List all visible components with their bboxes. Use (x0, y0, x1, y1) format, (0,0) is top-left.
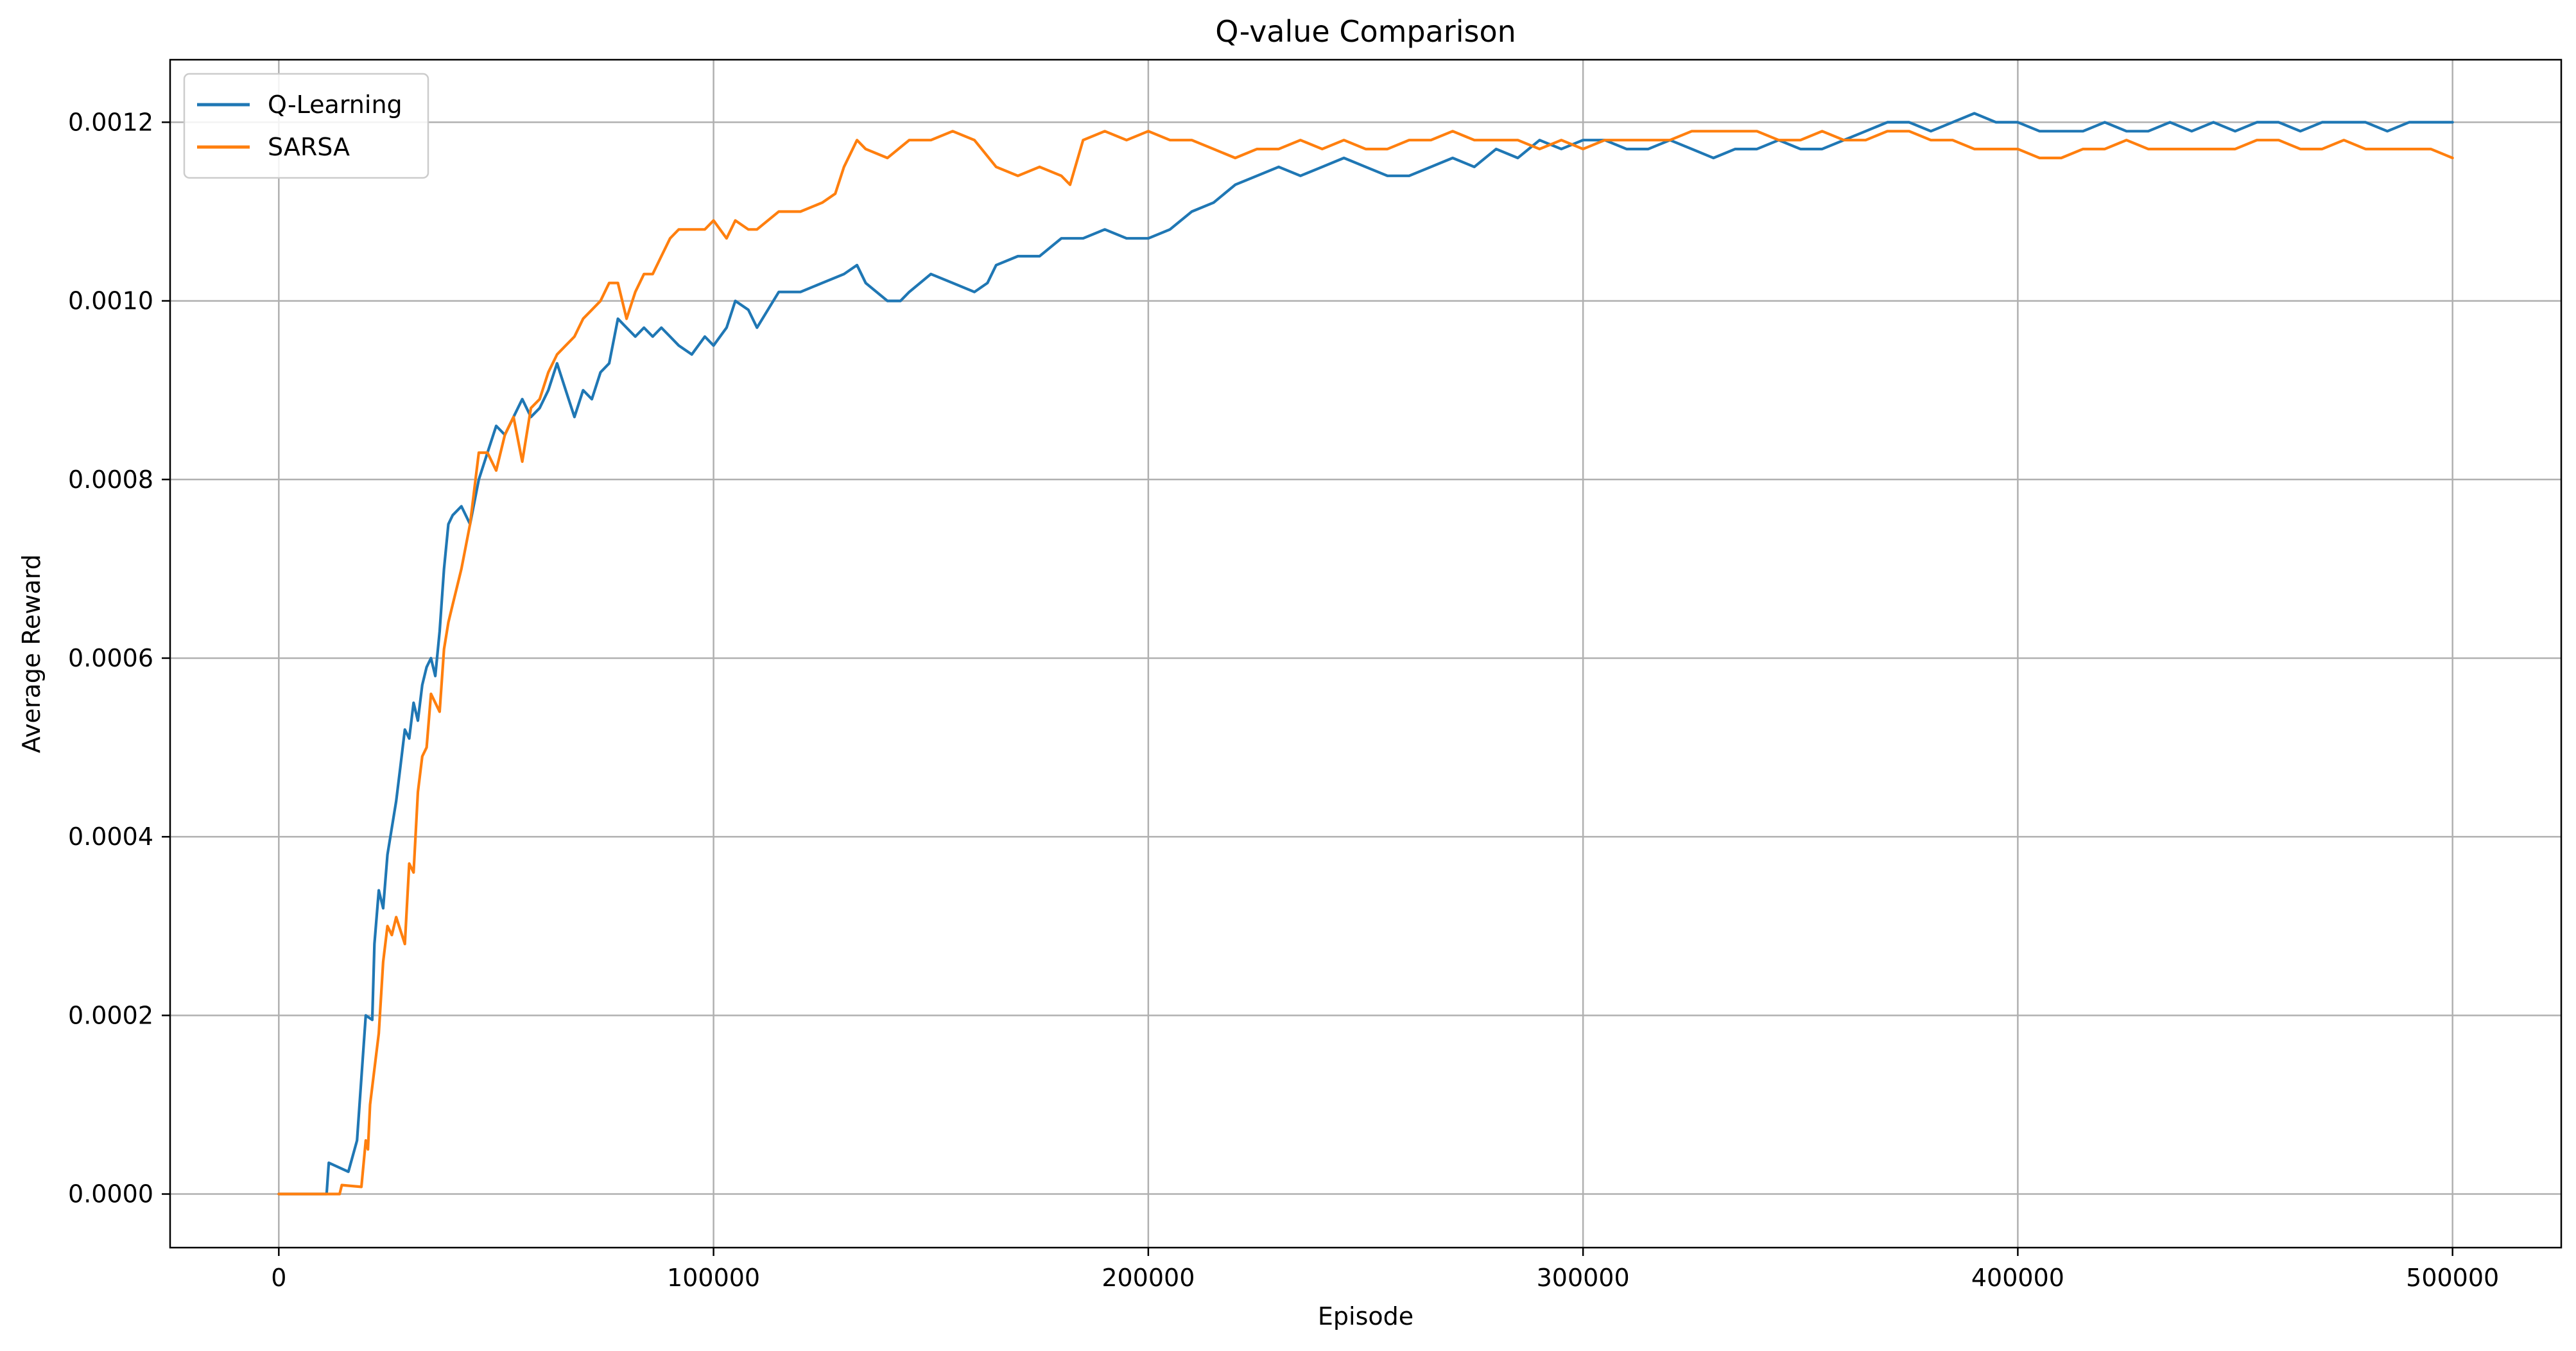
y-tick-label: 0.0000 (68, 1180, 153, 1208)
x-tick-label: 200000 (1102, 1264, 1195, 1292)
legend-box (183, 73, 429, 179)
y-tick-label: 0.0012 (68, 108, 153, 136)
y-tick-label: 0.0008 (68, 466, 153, 494)
y-tick-label: 0.0010 (68, 287, 153, 315)
y-axis-label: Average Reward (17, 554, 46, 753)
y-tick-label: 0.0006 (68, 644, 153, 672)
series-layer (277, 112, 2454, 1196)
legend-label: SARSA (268, 133, 350, 161)
legend: Q-Learning SARSA (183, 73, 429, 179)
x-tick-label: 100000 (667, 1264, 760, 1292)
x-axis-label: Episode (1318, 1302, 1413, 1330)
x-tick-label: 300000 (1537, 1264, 1630, 1292)
series-line-sarsa (277, 130, 2454, 1196)
legend-label: Q-Learning (268, 91, 402, 119)
y-tick-label: 0.0004 (68, 823, 153, 851)
x-tick-label: 500000 (2406, 1264, 2499, 1292)
x-tick-label: 0 (271, 1264, 286, 1292)
plot-frame (169, 58, 2563, 1249)
y-tick-label: 0.0002 (68, 1001, 153, 1029)
grid-layer (170, 60, 2561, 1248)
chart-title: Q-value Comparison (1215, 14, 1516, 49)
series-line-q-learning (277, 112, 2454, 1196)
x-tick-label: 400000 (1971, 1264, 2064, 1292)
ticks-layer: 0 100000 200000 300000 400000 500000 0.0000 0.0… (68, 108, 2499, 1292)
